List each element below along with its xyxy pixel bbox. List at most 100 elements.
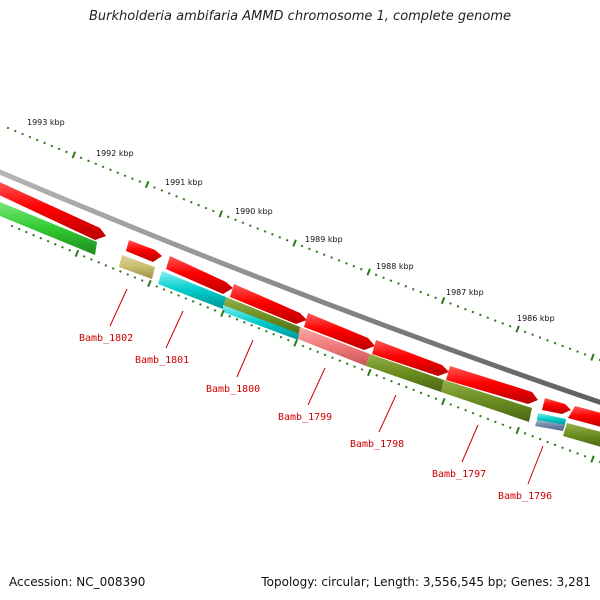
minor-tick (449, 403, 453, 406)
major-tick (590, 455, 595, 463)
minor-tick (109, 168, 112, 172)
minor-tick (531, 333, 534, 337)
minor-tick (101, 165, 105, 169)
minor-tick (486, 316, 490, 320)
minor-tick (464, 408, 467, 412)
minor-tick (434, 296, 437, 300)
minor-tick (212, 209, 215, 213)
cds-arrow (568, 406, 600, 427)
kbp-label: 1989 kbp (305, 235, 343, 244)
gene-label: Bamb_1796 (498, 491, 552, 502)
minor-tick (234, 218, 237, 222)
gene-label: Bamb_1802 (79, 333, 133, 344)
leader-line (236, 339, 254, 378)
cds-bar (441, 380, 532, 422)
gene-labels: Bamb_1802 Bamb_1801 Bamb_1800 Bamb_1799 … (79, 333, 552, 502)
minor-tick (82, 255, 86, 258)
minor-tick (32, 233, 35, 237)
minor-tick (308, 247, 311, 251)
gene-label: Bamb_1798 (350, 439, 404, 450)
minor-tick (241, 221, 245, 224)
minor-tick (43, 141, 46, 145)
minor-tick (126, 273, 130, 276)
minor-tick (323, 353, 327, 357)
minor-tick (359, 267, 363, 271)
minor-tick (271, 233, 274, 236)
minor-tick (316, 350, 320, 354)
major-tick (220, 309, 225, 317)
kbp-label: 1988 kbp (376, 262, 414, 271)
minor-tick (315, 250, 319, 254)
cds-bar (366, 354, 444, 392)
minor-tick (28, 135, 32, 139)
cds-bar (0, 202, 97, 255)
minor-tick (182, 197, 186, 201)
minor-tick (538, 336, 542, 339)
ruler-ticks-outer (6, 126, 600, 361)
minor-tick (57, 147, 61, 151)
minor-tick (68, 248, 72, 252)
genome-summary-text: Topology: circular; Length: 3,556,545 bp… (261, 575, 591, 589)
minor-tick (427, 394, 430, 398)
minor-tick (404, 385, 408, 389)
minor-tick (61, 245, 64, 249)
minor-tick (353, 365, 356, 368)
minor-tick (119, 270, 122, 273)
minor-tick (116, 171, 120, 175)
minor-tick (464, 307, 467, 311)
leader-line (527, 445, 544, 485)
minor-tick (13, 129, 17, 133)
minor-tick (331, 356, 334, 360)
forward-strand-track (0, 182, 600, 427)
minor-tick (583, 353, 587, 356)
cds-bar (223, 305, 300, 340)
kbp-label: 1991 kbp (165, 178, 203, 187)
kbp-label: 1992 kbp (96, 149, 134, 158)
minor-tick (397, 282, 400, 285)
major-tick (147, 279, 152, 288)
minor-tick (561, 344, 564, 348)
major-tick (515, 325, 520, 333)
minor-tick (21, 132, 24, 136)
accession-text: Accession: NC_008390 (9, 575, 146, 589)
minor-tick (286, 338, 290, 342)
minor-tick (131, 177, 134, 180)
minor-tick (546, 339, 549, 342)
minor-tick (90, 258, 93, 261)
minor-tick (501, 423, 505, 427)
minor-tick (434, 397, 438, 401)
minor-tick (546, 440, 549, 444)
minor-tick (242, 320, 246, 324)
major-tick (366, 268, 371, 276)
leader-line (165, 310, 184, 349)
ruler-ticks-inner (10, 224, 600, 464)
minor-tick (411, 287, 415, 291)
gene-leader-lines (109, 288, 544, 485)
cds-arrow (304, 313, 375, 350)
minor-tick (360, 368, 364, 371)
reverse-strand-track (0, 202, 600, 447)
cds-arrow (126, 240, 162, 262)
minor-tick (568, 449, 572, 452)
minor-tick (285, 238, 289, 242)
minor-tick (228, 315, 232, 318)
gene-label: Bamb_1799 (278, 412, 332, 423)
minor-tick (374, 273, 378, 277)
minor-tick (248, 224, 252, 227)
minor-tick (272, 332, 275, 336)
minor-tick (553, 443, 557, 447)
gene-label: Bamb_1797 (432, 469, 486, 480)
minor-tick (494, 420, 497, 424)
minor-tick (162, 288, 166, 291)
minor-tick (50, 144, 54, 148)
minor-tick (278, 235, 282, 239)
kbp-label: 1993 kbp (27, 118, 65, 127)
minor-tick (471, 310, 475, 314)
minor-tick (189, 200, 193, 204)
minor-tick (309, 347, 312, 351)
minor-tick (397, 382, 401, 386)
kbp-label: 1990 kbp (235, 207, 273, 216)
minor-tick (226, 215, 230, 219)
minor-tick (456, 406, 460, 409)
minor-tick (65, 150, 68, 154)
